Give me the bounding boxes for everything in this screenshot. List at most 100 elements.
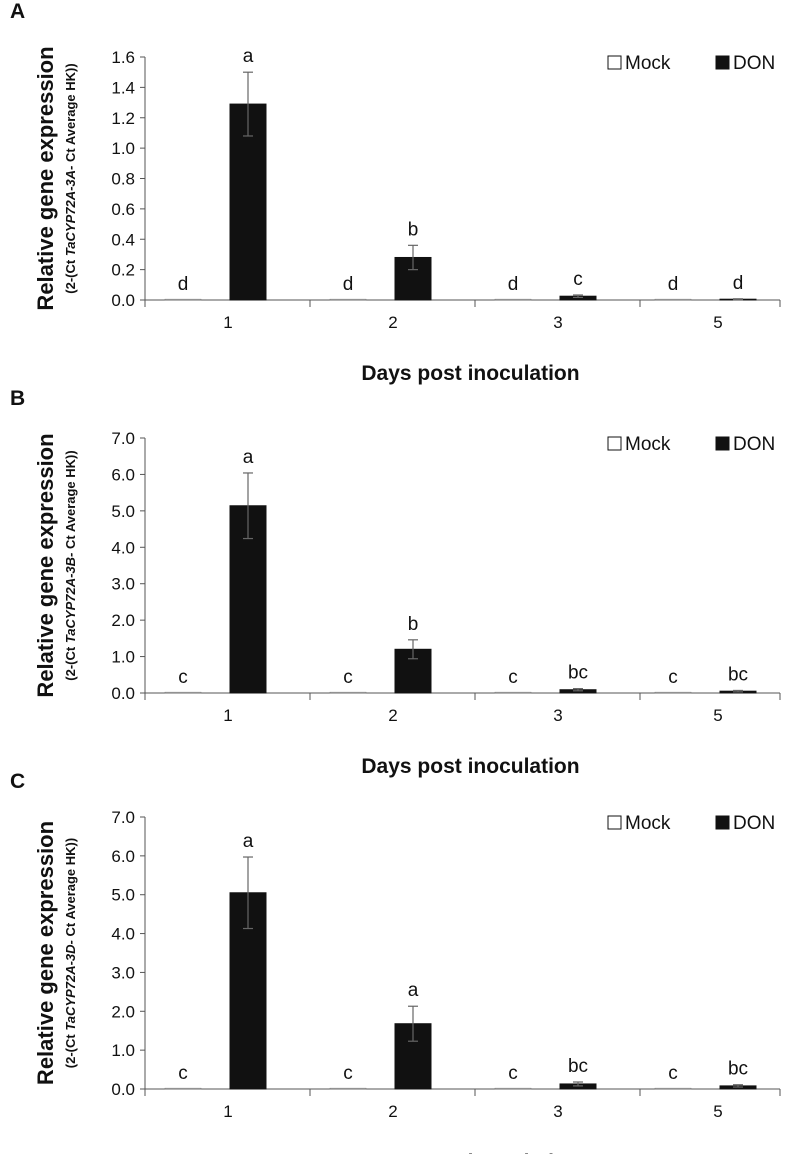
y-tick-label: 0.0 — [111, 1080, 135, 1099]
y-axis-sublabel: (2-(Ct TaCYP72A-3A- Ct Average HK)) — [63, 63, 78, 293]
y-tick-label: 7.0 — [111, 808, 135, 827]
y-axis-sublabel: (2-(Ct TaCYP72A-3B- Ct Average HK)) — [63, 450, 78, 680]
bar-mock — [494, 691, 532, 694]
x-axis-label: Days post inoculation — [361, 755, 579, 778]
x-tick-label: 5 — [713, 313, 722, 332]
y-tick-label: 0.0 — [111, 684, 135, 703]
y-axis-label: Relative gene expression — [33, 821, 58, 1085]
x-tick-label: 1 — [223, 706, 232, 725]
y-tick-label: 0.8 — [111, 170, 135, 189]
significance-letter: b — [408, 614, 419, 635]
legend-label-mock: Mock — [625, 813, 671, 834]
legend-label-don: DON — [733, 813, 775, 834]
x-tick-label: 1 — [223, 1102, 232, 1121]
significance-letter: a — [243, 46, 254, 67]
significance-letter: c — [343, 667, 353, 688]
significance-letter: a — [243, 447, 254, 468]
y-tick-label: 6.0 — [111, 847, 135, 866]
significance-letter: c — [343, 1063, 353, 1084]
y-tick-label: 1.4 — [111, 78, 135, 97]
x-tick-label: 1 — [223, 313, 232, 332]
y-tick-label: 2.0 — [111, 611, 135, 630]
panel-label: A — [10, 0, 25, 23]
y-axis-label: Relative gene expression — [33, 46, 58, 310]
bar-mock — [164, 1087, 202, 1090]
x-tick-label: 2 — [388, 313, 397, 332]
bar-mock — [654, 1087, 692, 1090]
significance-letter: a — [243, 831, 254, 852]
x-axis-label: Days post inoculation — [361, 362, 579, 385]
legend-swatch-don — [715, 436, 730, 451]
significance-letter: d — [178, 274, 189, 295]
bar-mock — [494, 1087, 532, 1090]
bar-mock — [494, 298, 532, 301]
significance-letter: d — [343, 274, 354, 295]
bar-mock — [329, 298, 367, 301]
y-tick-label: 1.0 — [111, 1041, 135, 1060]
legend-swatch-mock — [607, 815, 622, 830]
bar-mock — [654, 298, 692, 301]
y-tick-label: 0.6 — [111, 200, 135, 219]
bar-don — [229, 103, 267, 301]
chart-panel-b: B 0.0 1.0 2.0 3.0 4.0 5.0 6.0 7.0 1 2 3 5 Days post i… — [10, 387, 781, 778]
y-tick-label: 3.0 — [111, 963, 135, 982]
bar-mock — [654, 691, 692, 694]
legend-label-don: DON — [733, 53, 775, 74]
y-axis-label: Relative gene expression — [33, 433, 58, 697]
bar-mock — [329, 691, 367, 694]
y-tick-label: 4.0 — [111, 925, 135, 944]
significance-letter: bc — [568, 1056, 588, 1077]
significance-letter: a — [408, 980, 419, 1001]
legend-label-don: DON — [733, 434, 775, 455]
x-tick-label: 3 — [553, 313, 562, 332]
y-tick-label: 0.2 — [111, 261, 135, 280]
significance-letter: d — [733, 273, 744, 294]
significance-letter: b — [408, 219, 419, 240]
y-tick-label: 5.0 — [111, 886, 135, 905]
y-tick-label: 6.0 — [111, 465, 135, 484]
legend-swatch-don — [715, 815, 730, 830]
y-tick-label: 0.4 — [111, 230, 135, 249]
y-tick-label: 5.0 — [111, 502, 135, 521]
x-tick-label: 3 — [553, 1102, 562, 1121]
y-tick-label: 1.0 — [111, 139, 135, 158]
panel-label: C — [10, 770, 25, 793]
legend-swatch-mock — [607, 55, 622, 70]
significance-letter: c — [668, 1063, 678, 1084]
legend-swatch-mock — [607, 436, 622, 451]
legend-label-mock: Mock — [625, 434, 671, 455]
significance-letter: c — [668, 667, 678, 688]
significance-letter: bc — [728, 1059, 748, 1080]
chart-panel-a: A 0.0 0.2 0.4 0.6 0.8 1.0 1.2 1.4 1.6 1 2 3 5 Days pos… — [10, 0, 781, 385]
legend-swatch-don — [715, 55, 730, 70]
x-tick-label: 3 — [553, 706, 562, 725]
legend-label-mock: Mock — [625, 53, 671, 74]
significance-letter: bc — [728, 664, 748, 685]
significance-letter: c — [508, 667, 518, 688]
y-tick-label: 1.2 — [111, 109, 135, 128]
y-tick-label: 1.6 — [111, 48, 135, 67]
significance-letter: c — [178, 667, 188, 688]
x-tick-label: 5 — [713, 1102, 722, 1121]
y-tick-label: 1.0 — [111, 648, 135, 667]
y-tick-label: 2.0 — [111, 1002, 135, 1021]
y-axis-sublabel: (2-(Ct TaCYP72A-3D- Ct Average HK)) — [63, 838, 78, 1068]
x-axis-label: Days post inoculation — [361, 1151, 579, 1154]
significance-letter: d — [668, 274, 679, 295]
y-tick-label: 7.0 — [111, 429, 135, 448]
bar-mock — [164, 298, 202, 301]
x-tick-label: 2 — [388, 1102, 397, 1121]
significance-letter: c — [573, 269, 583, 290]
significance-letter: bc — [568, 663, 588, 684]
x-tick-label: 2 — [388, 706, 397, 725]
chart-panel-c: C 0.0 1.0 2.0 3.0 4.0 5.0 6.0 7.0 1 2 3 5 Days post i… — [10, 770, 781, 1154]
bar-mock — [329, 1087, 367, 1090]
x-tick-label: 5 — [713, 706, 722, 725]
significance-letter: c — [178, 1063, 188, 1084]
y-tick-label: 4.0 — [111, 538, 135, 557]
panel-label: B — [10, 387, 25, 410]
bar-mock — [164, 691, 202, 694]
y-tick-label: 3.0 — [111, 575, 135, 594]
y-tick-label: 0.0 — [111, 291, 135, 310]
